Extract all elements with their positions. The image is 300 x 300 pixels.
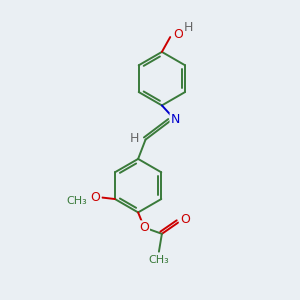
Text: H: H [130,132,139,145]
Text: H: H [184,21,193,34]
Text: N: N [171,113,180,126]
Text: O: O [180,213,190,226]
Text: CH₃: CH₃ [67,196,88,206]
Text: CH₃: CH₃ [148,255,169,265]
Text: O: O [91,191,100,204]
Text: O: O [139,221,149,234]
Text: O: O [174,28,184,40]
